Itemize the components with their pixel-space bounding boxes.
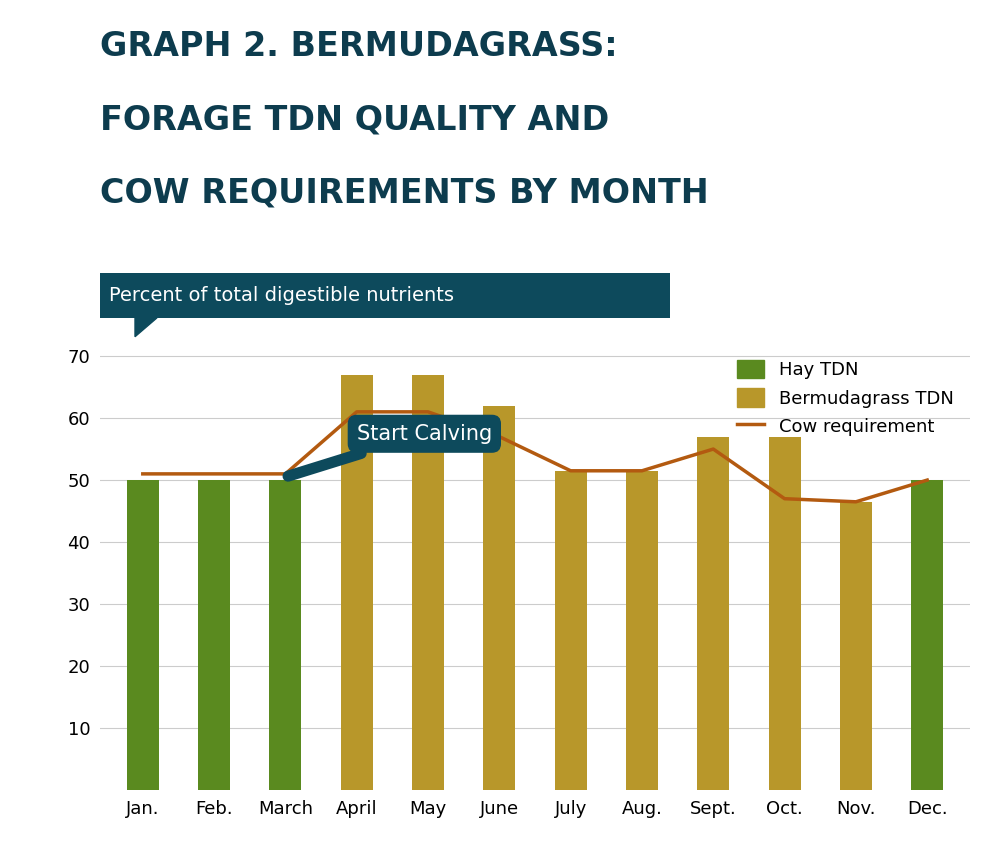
Bar	[127, 480, 159, 790]
Bar	[483, 405, 515, 790]
Text: GRAPH 2. BERMUDAGRASS:: GRAPH 2. BERMUDAGRASS:	[100, 30, 618, 63]
Bar	[769, 436, 801, 790]
Text: Start Calving: Start Calving	[288, 423, 492, 476]
Bar	[626, 471, 658, 790]
Bar	[555, 471, 587, 790]
Text: Percent of total digestible nutrients: Percent of total digestible nutrients	[109, 286, 454, 305]
Legend: Hay TDN, Bermudagrass TDN, Cow requirement: Hay TDN, Bermudagrass TDN, Cow requireme…	[730, 353, 961, 443]
Text: COW REQUIREMENTS BY MONTH: COW REQUIREMENTS BY MONTH	[100, 176, 709, 209]
Bar	[911, 480, 943, 790]
Bar	[341, 375, 373, 790]
Bar	[198, 480, 230, 790]
Bar	[269, 480, 301, 790]
Bar	[412, 375, 444, 790]
Bar	[697, 436, 729, 790]
Text: FORAGE TDN QUALITY AND: FORAGE TDN QUALITY AND	[100, 103, 609, 136]
Bar	[840, 502, 872, 790]
